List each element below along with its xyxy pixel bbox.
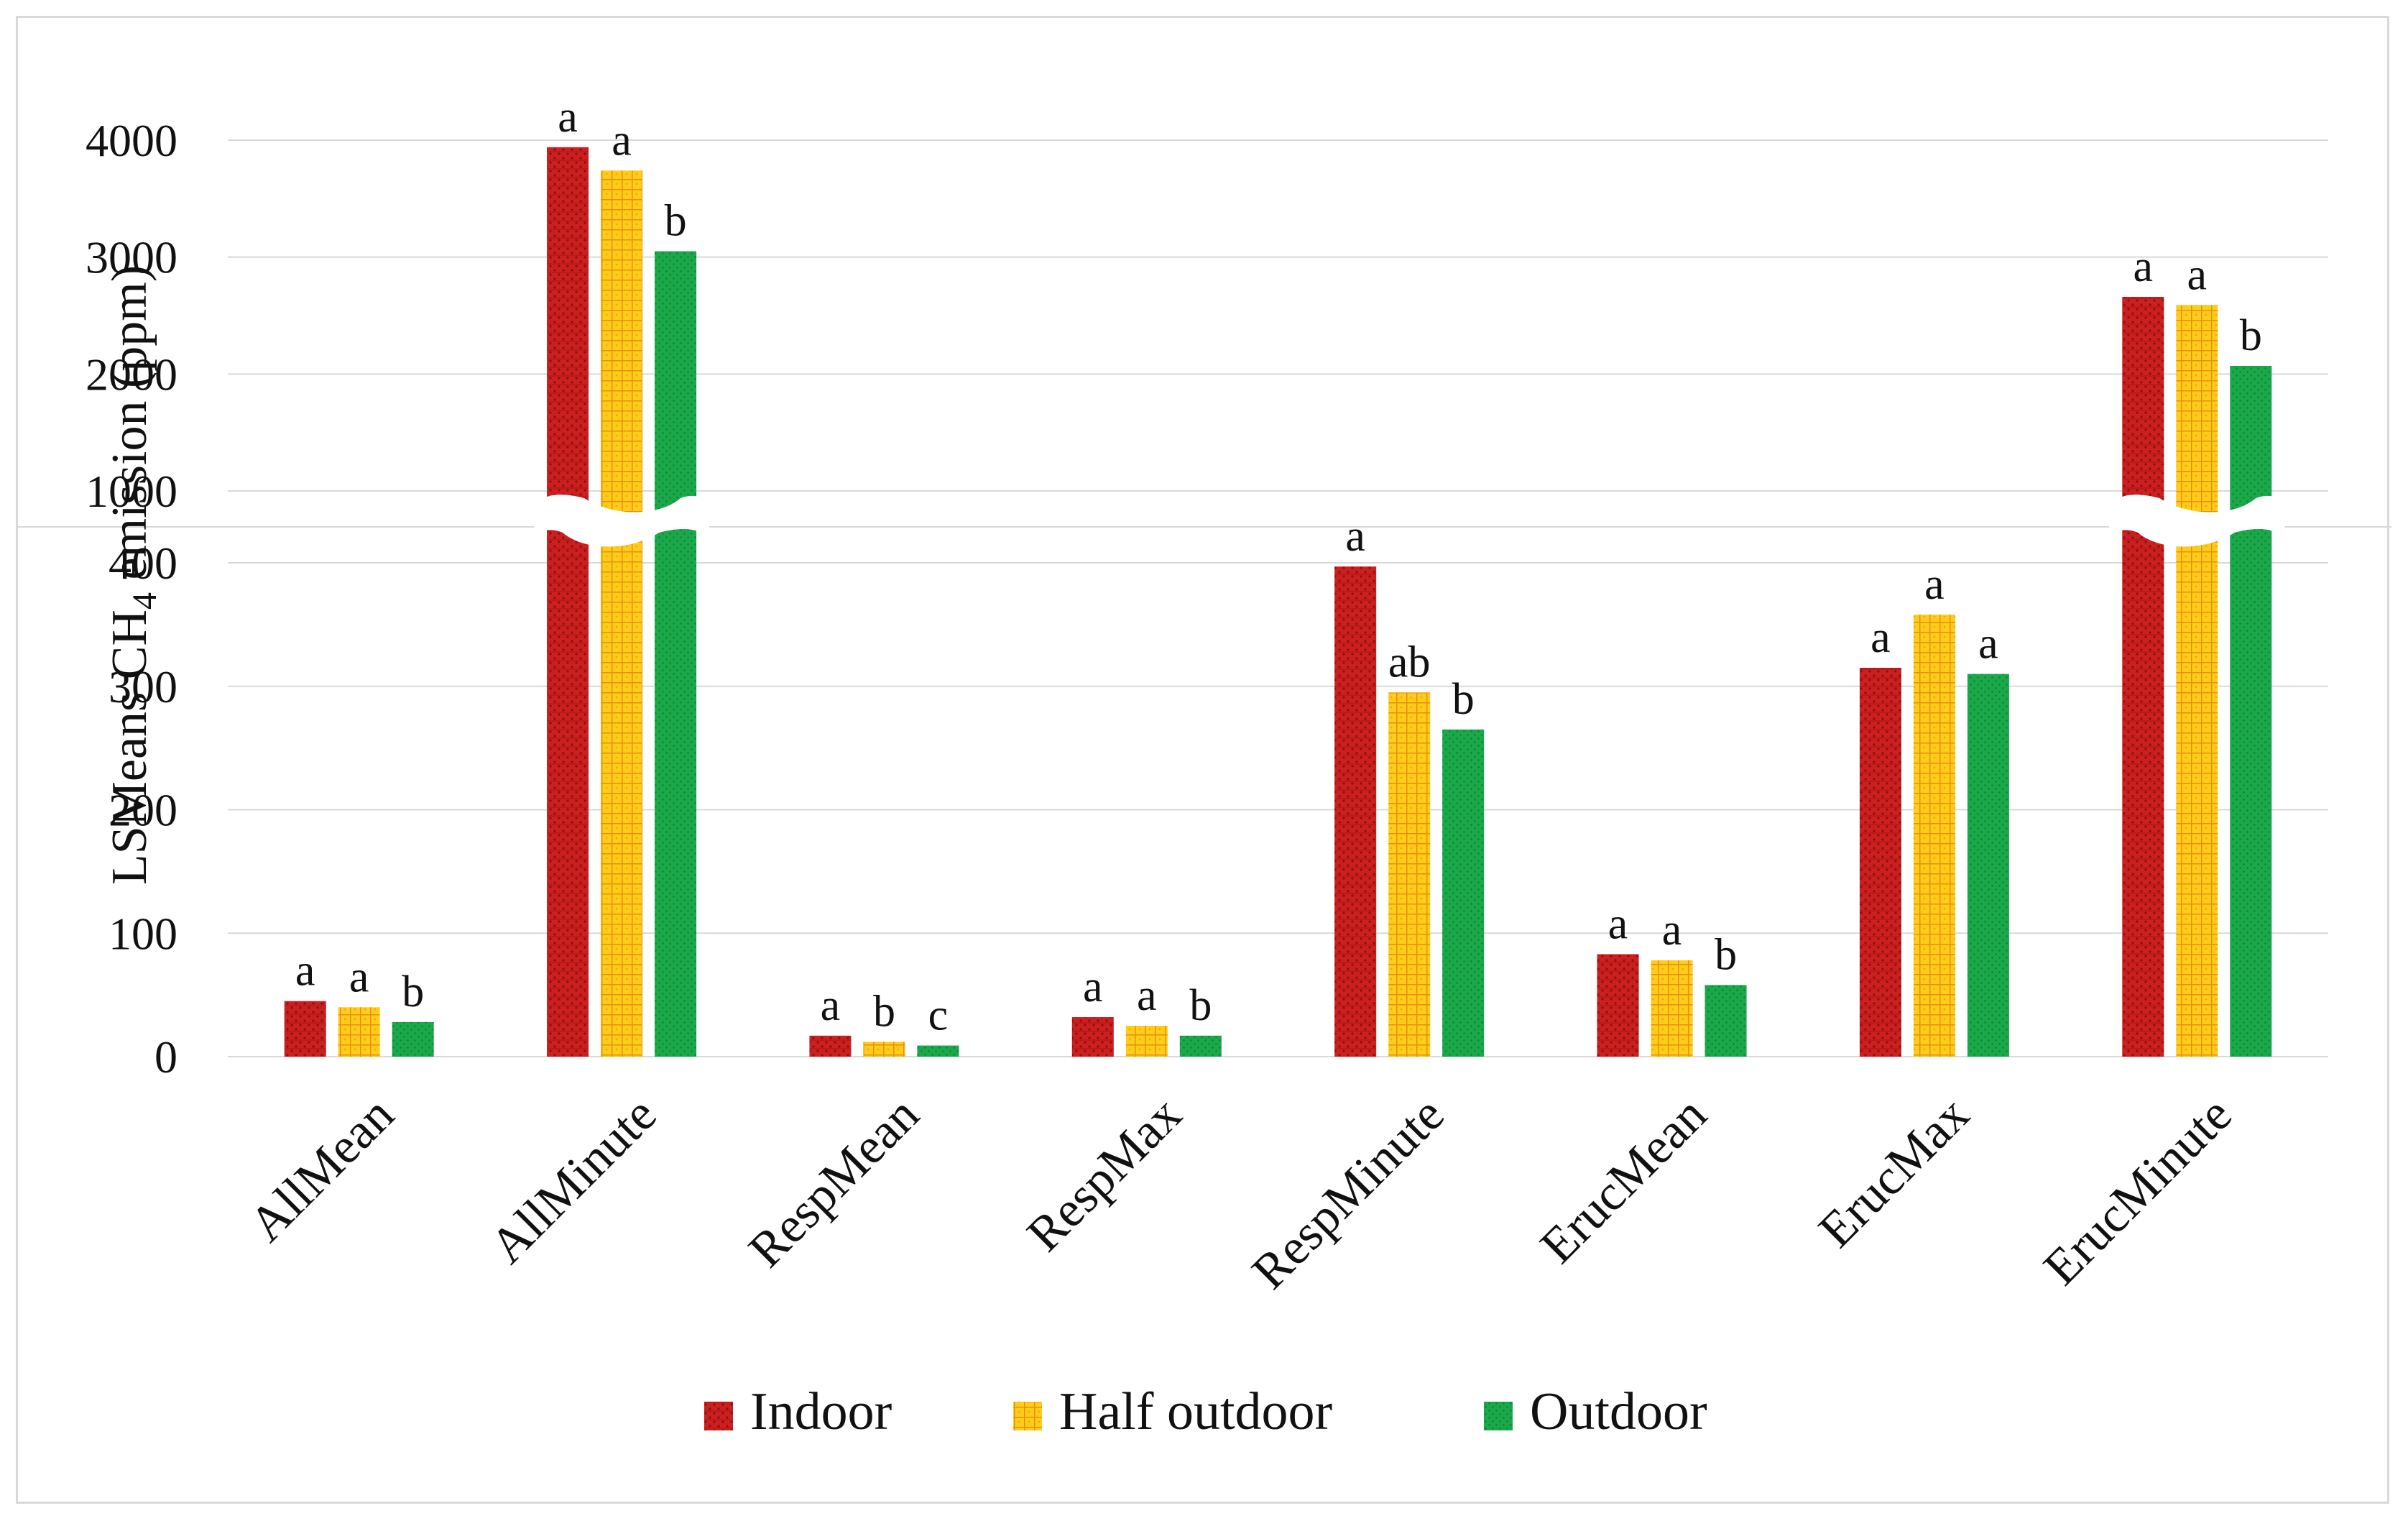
- legend-label-indoor: Indoor: [750, 1382, 892, 1441]
- y-tick-label-lower-3: 300: [109, 661, 177, 712]
- y-tick-label-upper-3: 4000: [86, 115, 177, 166]
- bar-RespMinute-half-outdoor: [1388, 692, 1431, 1057]
- letter-RespMinute-half-outdoor: ab: [1388, 638, 1431, 686]
- bar-ErucMax-half-outdoor: [1913, 615, 1955, 1057]
- axis-break-mask-ErucMinute: [2109, 495, 2285, 547]
- category-label-AllMinute: AllMinute: [480, 1087, 668, 1274]
- letter-RespMean-half-outdoor: b: [873, 987, 895, 1036]
- letter-AllMinute-outdoor: b: [665, 197, 687, 246]
- letter-ErucMax-outdoor: a: [1978, 620, 1998, 668]
- y-axis-label-subscript: 4: [126, 592, 164, 610]
- letter-RespMean-outdoor: c: [928, 991, 949, 1040]
- axis-break-mask-AllMinute: [534, 495, 710, 547]
- bar-AllMinute-half-outdoor: [601, 170, 643, 1057]
- category-label-ErucMean: ErucMean: [1530, 1087, 1717, 1274]
- bar-AllMinute-outdoor: [655, 251, 697, 1057]
- letter-RespMax-half-outdoor: a: [1137, 971, 1157, 1020]
- y-tick-label-lower-0: 0: [154, 1031, 177, 1083]
- y-axis-label: LSMeans CH4 emission (ppm): [102, 265, 164, 885]
- bar-AllMinute-indoor: [547, 147, 589, 1057]
- letter-AllMinute-indoor: a: [558, 93, 578, 142]
- y-tick-label-upper-1: 2000: [86, 349, 177, 400]
- bar-AllMean-indoor: [284, 1001, 326, 1057]
- y-axis-label-prefix: LSMeans CH: [102, 610, 157, 885]
- letter-RespMax-outdoor: b: [1189, 981, 1212, 1030]
- y-axis-label-suffix: emission (ppm): [102, 265, 157, 592]
- letter-ErucMax-half-outdoor: a: [1924, 560, 1945, 609]
- y-tick-label-lower-1: 100: [109, 908, 177, 959]
- legend: Indoor Half outdoor Outdoor: [704, 1382, 1707, 1441]
- category-label-ErucMinute: ErucMinute: [2034, 1087, 2243, 1296]
- category-label-RespMax: RespMax: [1017, 1087, 1192, 1262]
- letter-RespMinute-outdoor: b: [1452, 675, 1475, 724]
- letter-ErucMinute-half-outdoor: a: [2187, 250, 2208, 299]
- legend-label-half-outdoor: Half outdoor: [1059, 1382, 1332, 1441]
- legend-swatch-outdoor: [1484, 1402, 1513, 1430]
- y-tick-label-lower-2: 200: [109, 785, 177, 836]
- letter-RespMean-indoor: a: [821, 981, 841, 1030]
- y-tick-label-upper-2: 3000: [86, 232, 177, 283]
- category-label-ErucMax: ErucMax: [1809, 1087, 1980, 1259]
- legend-label-outdoor: Outdoor: [1530, 1382, 1707, 1441]
- bar-ErucMinute-indoor: [2122, 296, 2164, 1057]
- letter-AllMinute-half-outdoor: a: [612, 116, 632, 165]
- legend-swatch-indoor: [704, 1402, 733, 1430]
- letter-AllMean-outdoor: b: [402, 968, 424, 1016]
- y-tick-label-upper-0: 1000: [86, 466, 177, 517]
- letter-RespMinute-indoor: a: [1345, 512, 1365, 561]
- bar-RespMax-half-outdoor: [1125, 1026, 1168, 1057]
- category-label-RespMinute: RespMinute: [1242, 1087, 1454, 1300]
- letter-ErucMax-indoor: a: [1870, 613, 1891, 662]
- bar-ErucMean-outdoor: [1704, 985, 1747, 1057]
- legend-swatch-half-outdoor: [1013, 1402, 1042, 1430]
- bar-ErucMean-half-outdoor: [1651, 960, 1693, 1057]
- letter-ErucMean-indoor: a: [1608, 899, 1628, 948]
- bar-RespMean-outdoor: [917, 1045, 959, 1057]
- bars: [284, 147, 2272, 1057]
- bar-ErucMean-indoor: [1597, 954, 1639, 1057]
- bar-RespMean-half-outdoor: [863, 1042, 905, 1057]
- axis-break: [534, 495, 2285, 547]
- bar-ErucMinute-half-outdoor: [2176, 305, 2218, 1057]
- category-label-RespMean: RespMean: [739, 1087, 930, 1278]
- letter-RespMax-indoor: a: [1083, 962, 1103, 1011]
- y-tick-labels: 0 100 200 300 400 1000 2000 3000 4000: [86, 115, 177, 1083]
- bar-ErucMinute-outdoor: [2230, 365, 2272, 1057]
- bar-RespMax-outdoor: [1179, 1035, 1222, 1057]
- letter-AllMean-indoor: a: [295, 947, 315, 996]
- gridlines: [18, 139, 2391, 1057]
- bar-RespMean-indoor: [809, 1035, 852, 1057]
- bar-AllMean-half-outdoor: [338, 1007, 380, 1057]
- letter-ErucMean-half-outdoor: a: [1662, 906, 1682, 955]
- letter-ErucMinute-indoor: a: [2133, 242, 2154, 291]
- bar-RespMinute-outdoor: [1442, 729, 1485, 1057]
- bar-AllMean-outdoor: [392, 1021, 434, 1057]
- category-label-AllMean: AllMean: [239, 1087, 405, 1252]
- letter-AllMean-half-outdoor: a: [349, 952, 369, 1001]
- bar-ErucMax-outdoor: [1967, 674, 2009, 1057]
- bar-RespMinute-indoor: [1334, 566, 1377, 1057]
- letter-ErucMean-outdoor: b: [1715, 930, 1737, 979]
- y-tick-label-lower-4: 400: [109, 538, 177, 589]
- bar-RespMax-indoor: [1071, 1017, 1114, 1057]
- bar-ErucMax-indoor: [1859, 667, 1901, 1057]
- letter-ErucMinute-outdoor: b: [2240, 311, 2262, 360]
- category-labels: AllMean AllMinute RespMean RespMax RespMinut…: [239, 1087, 2243, 1300]
